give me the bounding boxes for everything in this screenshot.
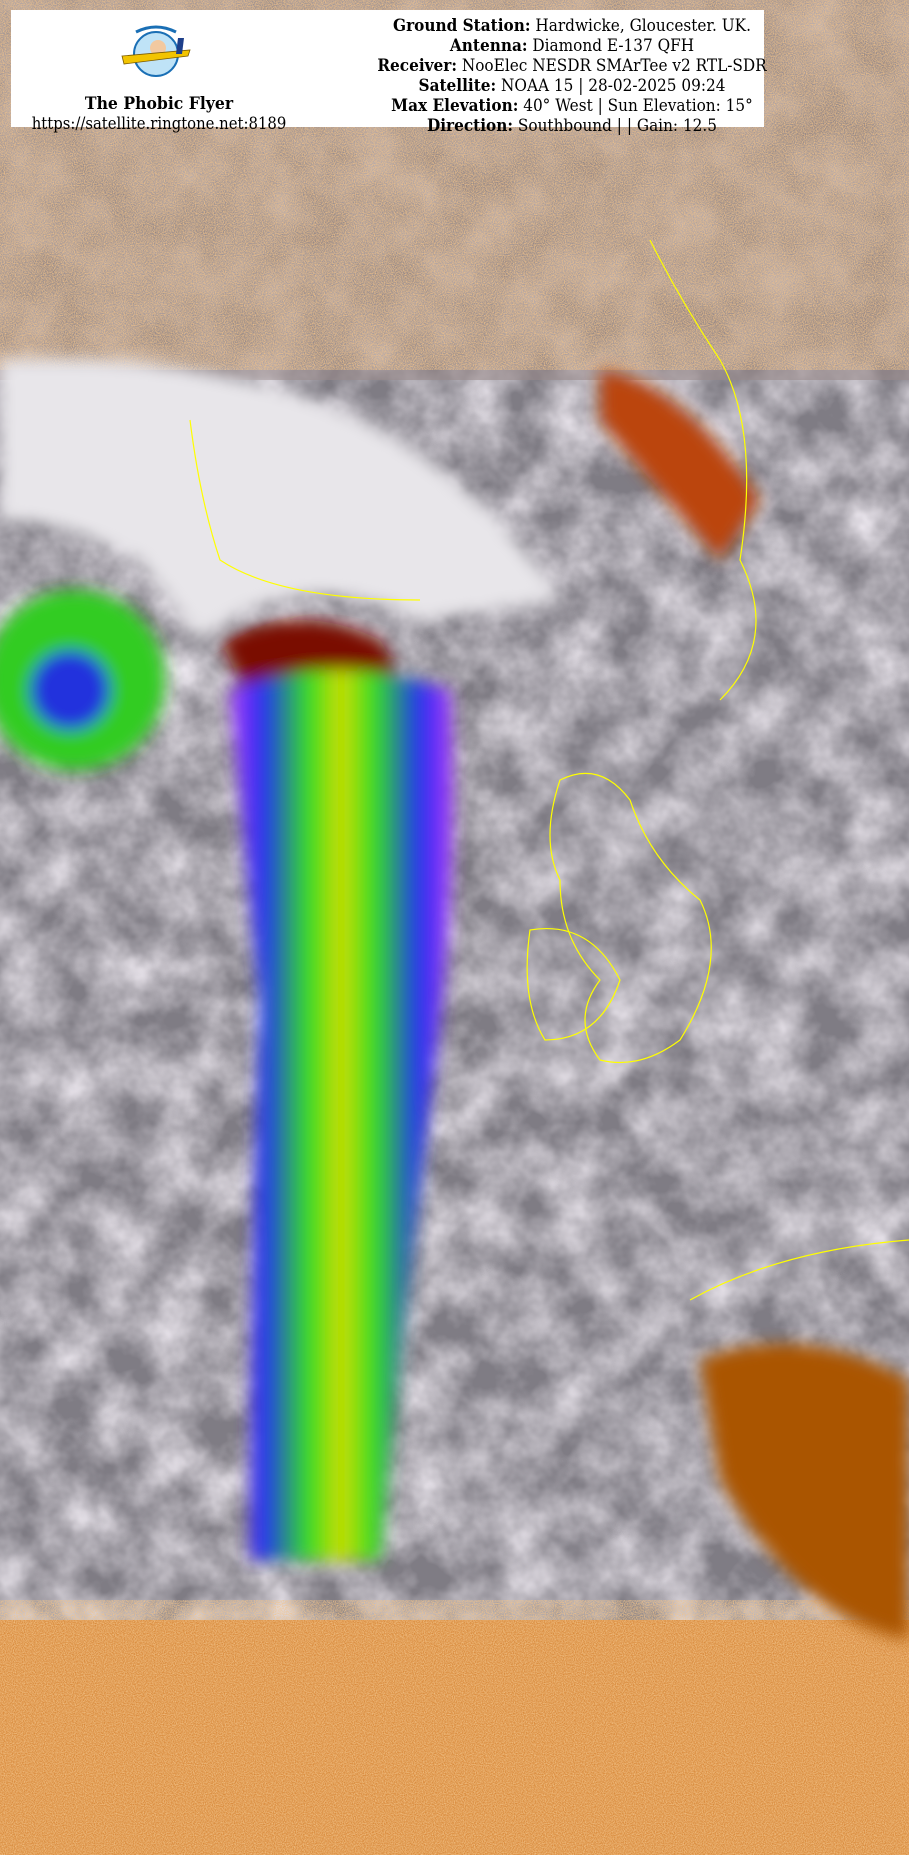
pass-details: Ground Station: Hardwicke, Gloucester. U… bbox=[370, 16, 775, 136]
elevation-row: Max Elevation: 40° West | Sun Elevation:… bbox=[391, 96, 753, 116]
receiver-row: Receiver: NooElec NESDR SMArTee v2 RTL-S… bbox=[377, 56, 767, 76]
cloud-plume bbox=[230, 670, 453, 1560]
noise-bottom-texture bbox=[0, 1600, 909, 1855]
antenna-row: Antenna: Diamond E-137 QFH bbox=[449, 36, 695, 56]
brand-name: The Phobic Flyer bbox=[84, 94, 234, 114]
clouds-norway bbox=[600, 370, 760, 560]
station-url[interactable]: https://satellite.ringtone.net:8189 bbox=[31, 114, 287, 133]
phobic-flyer-logo bbox=[121, 25, 191, 77]
coastlines bbox=[189, 239, 909, 1301]
ground-station-row: Ground Station: Hardwicke, Gloucester. U… bbox=[393, 16, 751, 36]
storm-southeast bbox=[700, 1344, 909, 1640]
cold-cloud-top bbox=[0, 358, 560, 640]
swirl-center bbox=[30, 650, 110, 730]
direction-row: Direction: Southbound | | Gain: 12.5 bbox=[426, 116, 718, 136]
satellite-row: Satellite: NOAA 15 | 28-02-2025 09:24 bbox=[418, 76, 726, 96]
station-info-panel: The Phobic Flyer https://satellite.ringt… bbox=[11, 10, 767, 136]
